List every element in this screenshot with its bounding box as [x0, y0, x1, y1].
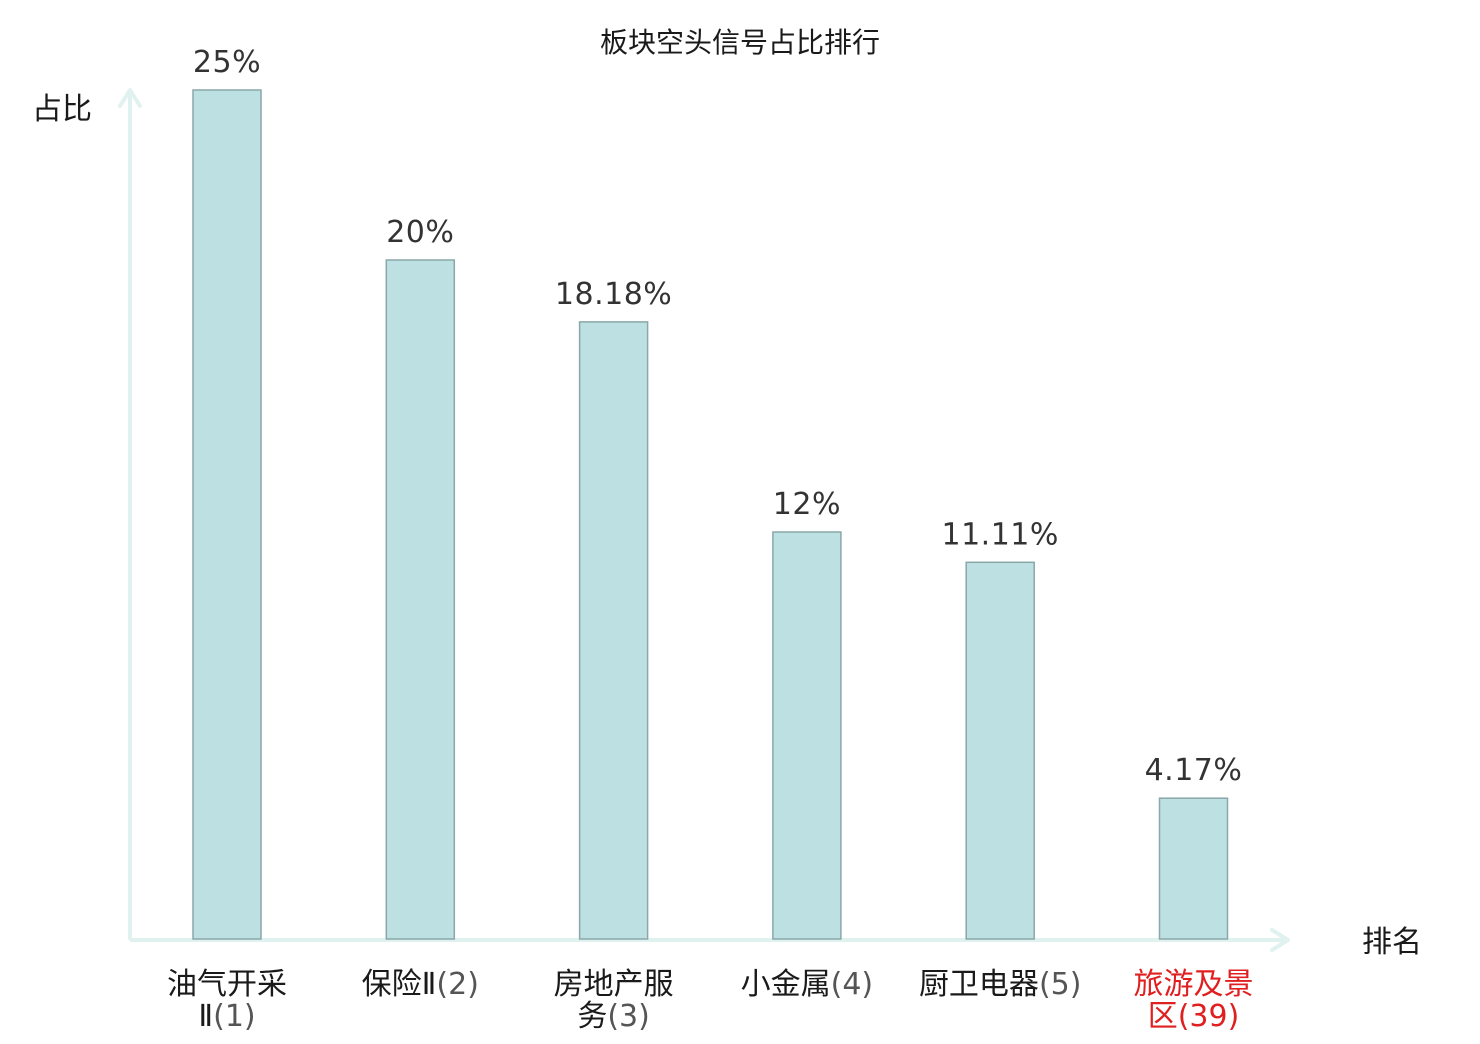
category-rank: (2)	[436, 967, 479, 1002]
bar	[1158, 797, 1229, 940]
category-name: 小金属	[741, 967, 831, 1002]
data-label: 4.17%	[1145, 753, 1243, 788]
x-tick-label: 厨卫电器(5)	[919, 967, 1081, 1002]
axes	[118, 88, 1290, 952]
category-name: 房地产服	[554, 967, 674, 1002]
category-name: 务	[577, 999, 607, 1034]
x-tick-label: 油气开采	[167, 967, 287, 1002]
x-axis-label: 排名	[1362, 925, 1422, 960]
category-rank: (1)	[213, 999, 256, 1034]
category-rank: (4)	[831, 967, 874, 1002]
bar	[385, 259, 456, 940]
x-tick-label: 区(39)	[1148, 999, 1240, 1034]
data-label: 25%	[193, 45, 261, 80]
x-tick-label: Ⅱ(1)	[198, 999, 255, 1034]
category-name: 保险Ⅱ	[362, 967, 437, 1002]
chart-title: 板块空头信号占比排行	[600, 26, 880, 59]
data-label: 18.18%	[555, 277, 672, 312]
x-tick-label: 务(3)	[577, 999, 650, 1034]
y-axis-arrow	[118, 88, 142, 108]
bar	[965, 561, 1035, 940]
bars-group	[192, 89, 1229, 940]
category-rank: (3)	[607, 999, 650, 1034]
category-name: 区	[1148, 999, 1178, 1034]
category-name: Ⅱ	[198, 999, 213, 1034]
category-name: 厨卫电器	[919, 967, 1039, 1002]
bar	[772, 531, 842, 940]
x-tick-label: 房地产服	[554, 967, 674, 1002]
category-name: 油气开采	[167, 967, 287, 1002]
x-tick-label: 旅游及景	[1134, 967, 1254, 1002]
x-tick-label: 小金属(4)	[741, 967, 874, 1002]
data-label: 11.11%	[942, 517, 1059, 552]
category-rank: (5)	[1039, 967, 1082, 1002]
value-labels-group: 25% 20% 18.18% 12% 11.11% 4.17%	[193, 45, 1243, 788]
x-axis-arrow	[1270, 928, 1290, 952]
x-tick-label: 保险Ⅱ(2)	[362, 967, 479, 1002]
bar	[192, 89, 262, 940]
bar	[578, 321, 649, 940]
category-name: 旅游及景	[1134, 967, 1254, 1002]
data-label: 20%	[386, 215, 454, 250]
y-axis-label: 占比	[32, 92, 92, 127]
data-label: 12%	[773, 487, 841, 522]
category-rank: (39)	[1178, 999, 1240, 1034]
